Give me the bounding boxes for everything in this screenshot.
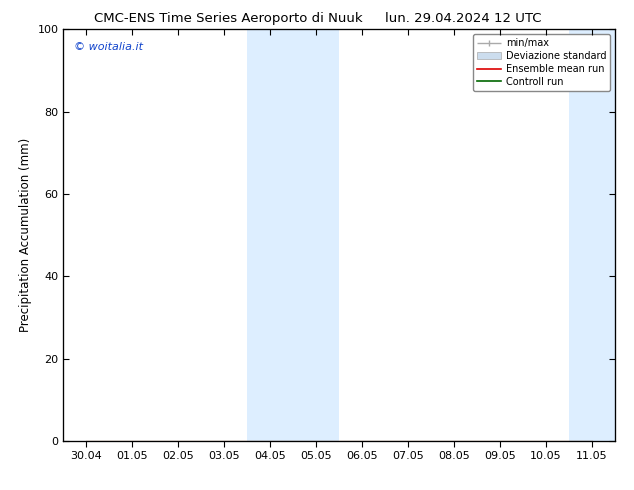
- Bar: [247, 29, 293, 441]
- Bar: [569, 29, 615, 441]
- Text: © woitalia.it: © woitalia.it: [74, 42, 143, 52]
- Legend: min/max, Deviazione standard, Ensemble mean run, Controll run: min/max, Deviazione standard, Ensemble m…: [473, 34, 610, 91]
- Y-axis label: Precipitation Accumulation (mm): Precipitation Accumulation (mm): [19, 138, 32, 332]
- Text: CMC-ENS Time Series Aeroporto di Nuuk: CMC-ENS Time Series Aeroporto di Nuuk: [94, 12, 363, 25]
- Bar: [293, 29, 339, 441]
- Text: lun. 29.04.2024 12 UTC: lun. 29.04.2024 12 UTC: [385, 12, 541, 25]
